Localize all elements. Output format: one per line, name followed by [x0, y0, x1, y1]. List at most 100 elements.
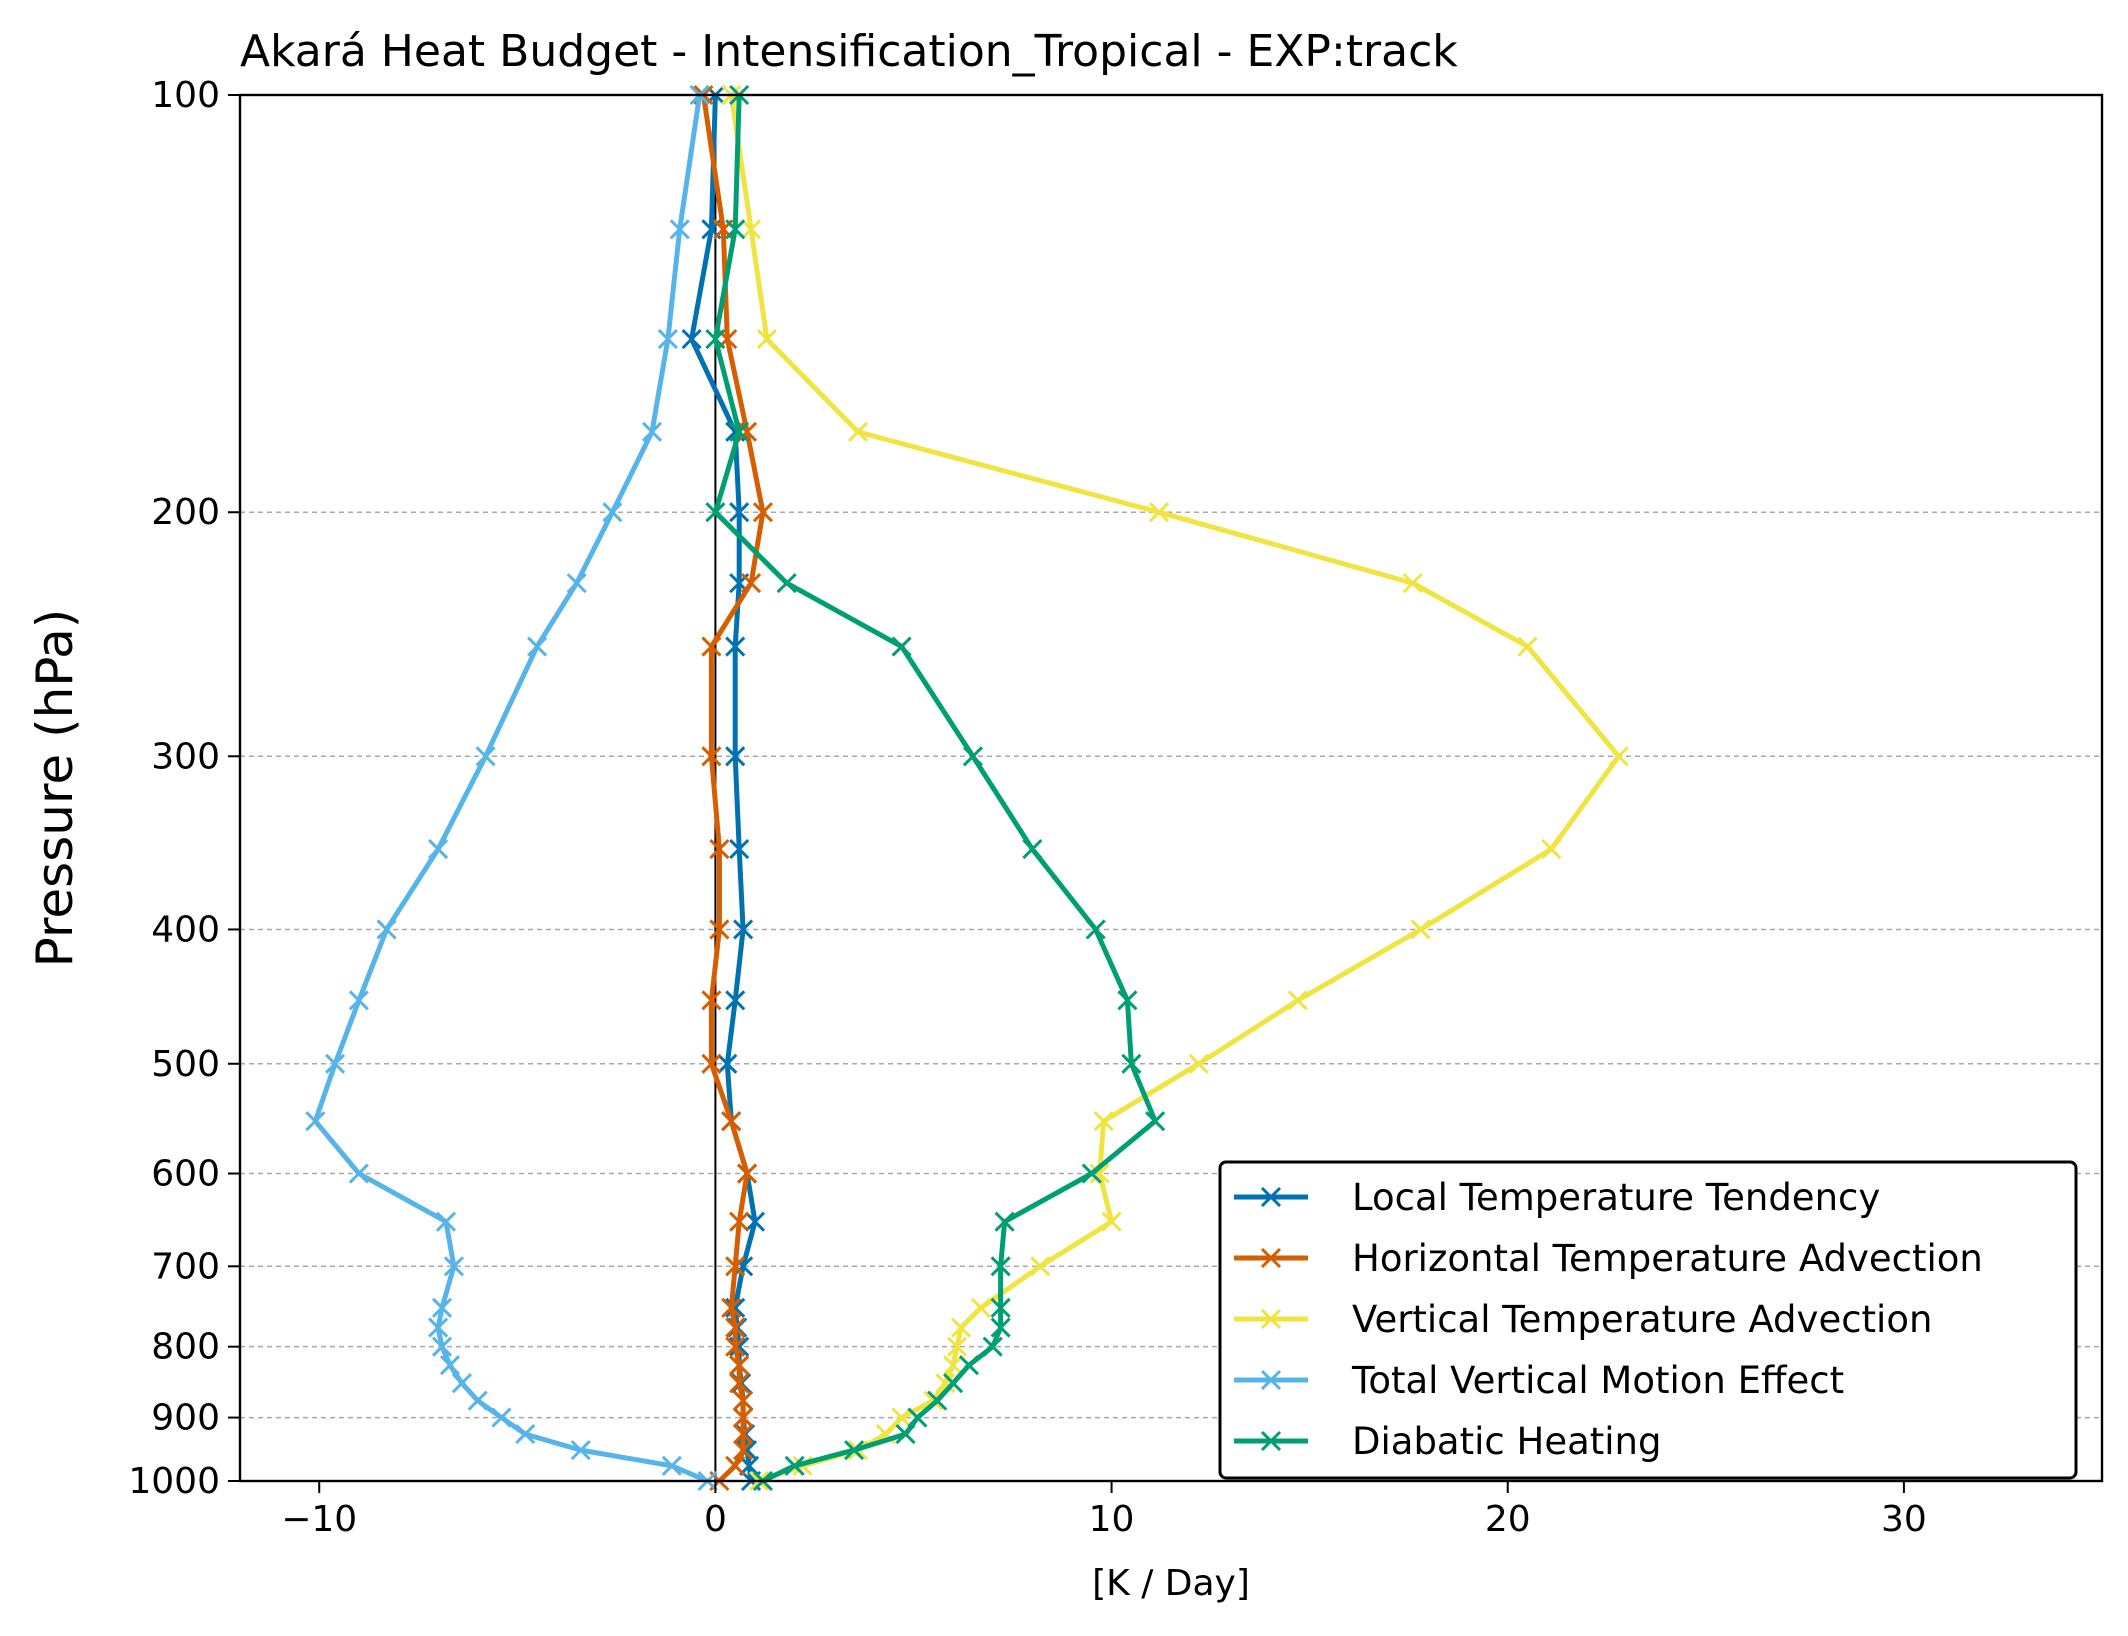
legend-item: Horizontal Temperature Advection: [1234, 1237, 1983, 1280]
data-point: [431, 1297, 453, 1318]
data-point: [669, 219, 690, 240]
series: [305, 84, 718, 1492]
data-point: [721, 1111, 742, 1132]
legend-item: Vertical Temperature Advection: [1234, 1298, 1932, 1341]
data-point: [733, 1440, 754, 1461]
y-tick-label: 500: [151, 1044, 220, 1085]
legend-item: Diabatic Heating: [1234, 1420, 1661, 1463]
data-point: [1517, 636, 1538, 657]
legend-box: [1218, 1160, 2078, 1480]
data-point: [439, 1355, 461, 1376]
y-tick-label: 100: [151, 75, 220, 116]
data-point: [428, 1317, 449, 1338]
data-point: [725, 219, 746, 240]
data-point: [428, 839, 449, 860]
data-point: [744, 1211, 766, 1232]
data-point: [1541, 839, 1562, 860]
data-point: [729, 839, 750, 860]
legend-label: Diabatic Heating: [1352, 1420, 1661, 1463]
data-point: [847, 421, 869, 442]
data-point: [1149, 502, 1170, 523]
data-point: [725, 1297, 746, 1318]
data-point: [1081, 1163, 1102, 1184]
data-point: [740, 219, 762, 240]
data-point: [570, 1440, 591, 1461]
data-point: [1085, 919, 1106, 940]
data-point: [725, 1256, 746, 1277]
x-tick-label: 10: [1089, 1499, 1135, 1540]
data-point: [1287, 990, 1308, 1011]
data-point: [729, 1373, 750, 1394]
data-point: [1121, 1053, 1142, 1074]
chart-title: Akará Heat Budget - Intensification_Trop…: [240, 26, 1458, 77]
data-point: [958, 1355, 980, 1376]
data-point: [515, 1424, 536, 1445]
data-point: [927, 1390, 948, 1411]
x-axis-label: [K / Day]: [1092, 1563, 1250, 1604]
data-point: [721, 1297, 742, 1318]
y-axis-label: Pressure (hPa): [26, 609, 84, 968]
data-point: [725, 746, 746, 767]
legend-marker: [1260, 1247, 1282, 1269]
data-point: [325, 1053, 346, 1074]
x-tick-label: −10: [281, 1499, 357, 1540]
data-point: [701, 990, 722, 1011]
data-point: [740, 573, 762, 594]
legend-item: Total Vertical Motion Effect: [1234, 1359, 1844, 1402]
data-point: [1101, 1211, 1122, 1232]
plot-frame: [238, 93, 2104, 1483]
data-point: [1030, 1256, 1051, 1277]
data-point: [681, 329, 702, 350]
x-tick-label: 20: [1485, 1499, 1531, 1540]
data-point: [376, 919, 397, 940]
data-point: [527, 636, 548, 657]
data-point: [891, 1407, 912, 1428]
data-point: [982, 1336, 1003, 1357]
data-point: [602, 502, 623, 523]
data-point: [729, 421, 750, 442]
series: [693, 84, 774, 1492]
data-point: [725, 990, 746, 1011]
data-point: [907, 1407, 928, 1428]
data-point: [729, 1355, 750, 1376]
data-point: [943, 1373, 964, 1394]
data-point: [475, 746, 496, 767]
y-tick-label: 600: [151, 1154, 220, 1195]
legend-label: Total Vertical Motion Effect: [1351, 1359, 1844, 1402]
legend-marker: [1260, 1430, 1282, 1452]
data-point: [737, 421, 758, 442]
legend-marker: [1260, 1308, 1282, 1330]
data-series: [305, 84, 1629, 1492]
data-point: [725, 636, 746, 657]
y-tick-label: 700: [151, 1246, 220, 1287]
data-point: [701, 746, 722, 767]
data-point: [729, 502, 750, 523]
legend-label: Vertical Temperature Advection: [1352, 1298, 1932, 1341]
data-point: [709, 839, 730, 860]
data-point: [431, 1336, 453, 1357]
data-point: [962, 746, 983, 767]
data-point: [752, 502, 774, 523]
legend-marker: [1260, 1186, 1282, 1208]
data-point: [705, 502, 726, 523]
x-tick-label: 30: [1881, 1499, 1927, 1540]
data-point: [737, 1163, 758, 1184]
data-point: [701, 1053, 722, 1074]
data-point: [990, 1256, 1011, 1277]
data-point: [709, 919, 730, 940]
data-point: [1608, 746, 1629, 767]
data-point: [756, 329, 777, 350]
data-point: [990, 1317, 1011, 1338]
data-point: [657, 329, 678, 350]
data-point: [705, 329, 726, 350]
data-point: [717, 1053, 738, 1074]
data-point: [435, 1211, 457, 1232]
x-axis: −10 0 10 20 30: [281, 1481, 1927, 1540]
data-point: [348, 1163, 369, 1184]
data-point: [1145, 1111, 1166, 1132]
series: [705, 84, 1166, 1492]
y-tick-label: 300: [151, 736, 220, 777]
data-point: [491, 1407, 512, 1428]
legend: Local Temperature Tendency Horizontal Tem…: [1218, 1160, 2078, 1480]
